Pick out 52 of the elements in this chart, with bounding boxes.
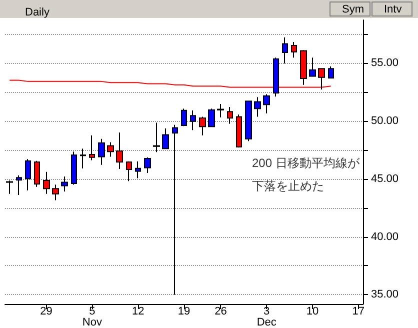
candlestick bbox=[208, 108, 215, 128]
candlestick bbox=[245, 100, 252, 142]
x-tick-label: 12 bbox=[132, 306, 144, 318]
candlestick bbox=[328, 66, 334, 78]
candlestick bbox=[153, 122, 160, 153]
candlestick bbox=[80, 148, 86, 169]
text: Intv bbox=[384, 4, 402, 16]
x-tick-label: 17 bbox=[352, 306, 365, 318]
candlestick bbox=[263, 94, 270, 114]
y-tick-label: 55.00 bbox=[371, 56, 399, 69]
candlestick bbox=[71, 151, 77, 186]
x-tick-label: 10 bbox=[306, 306, 319, 318]
candlestick bbox=[107, 142, 114, 158]
candlestick bbox=[172, 124, 178, 296]
y-tick-label: 45.00 bbox=[371, 172, 399, 185]
candlestick bbox=[34, 160, 40, 188]
candlestick bbox=[181, 108, 187, 127]
candlestick bbox=[98, 138, 105, 166]
x-tick-label: 5 Nov bbox=[82, 306, 102, 328]
candlestick bbox=[190, 110, 196, 131]
candlestick bbox=[135, 160, 141, 179]
candlestick bbox=[199, 116, 206, 136]
annotation: 200 日移動平均線が bbox=[252, 156, 360, 170]
x-tick-label: 19 bbox=[178, 306, 190, 318]
candlestick bbox=[116, 132, 123, 170]
y-tick-label: 35.00 bbox=[371, 288, 399, 301]
chart-title: Daily bbox=[25, 6, 50, 18]
x-tick-label: 29 bbox=[40, 306, 52, 318]
candlestick bbox=[291, 42, 297, 58]
candlestick bbox=[162, 128, 169, 150]
y-tick-label: 50.00 bbox=[371, 114, 399, 127]
annotation: 下落を止めた bbox=[252, 179, 324, 193]
candlestick bbox=[126, 160, 132, 182]
candlestick bbox=[16, 174, 22, 196]
candlestick bbox=[217, 104, 224, 118]
candlestick bbox=[144, 156, 151, 174]
candlestick bbox=[89, 134, 95, 161]
candlestick bbox=[309, 57, 316, 77]
candlestick bbox=[273, 57, 279, 98]
candlestick bbox=[254, 96, 261, 118]
y-tick-label: 40.00 bbox=[371, 230, 399, 243]
candlestick bbox=[282, 36, 288, 64]
candlestick bbox=[43, 171, 50, 194]
candlestick bbox=[227, 106, 233, 124]
candlestick bbox=[25, 158, 31, 191]
text: Sym bbox=[342, 4, 364, 16]
candlestick bbox=[6, 180, 13, 194]
candlestick bbox=[236, 114, 242, 148]
x-tick-label: 26 bbox=[214, 306, 227, 318]
candlestick bbox=[61, 176, 68, 192]
candlestick bbox=[52, 184, 59, 201]
x-tick-label: 3 Dec bbox=[256, 306, 277, 328]
